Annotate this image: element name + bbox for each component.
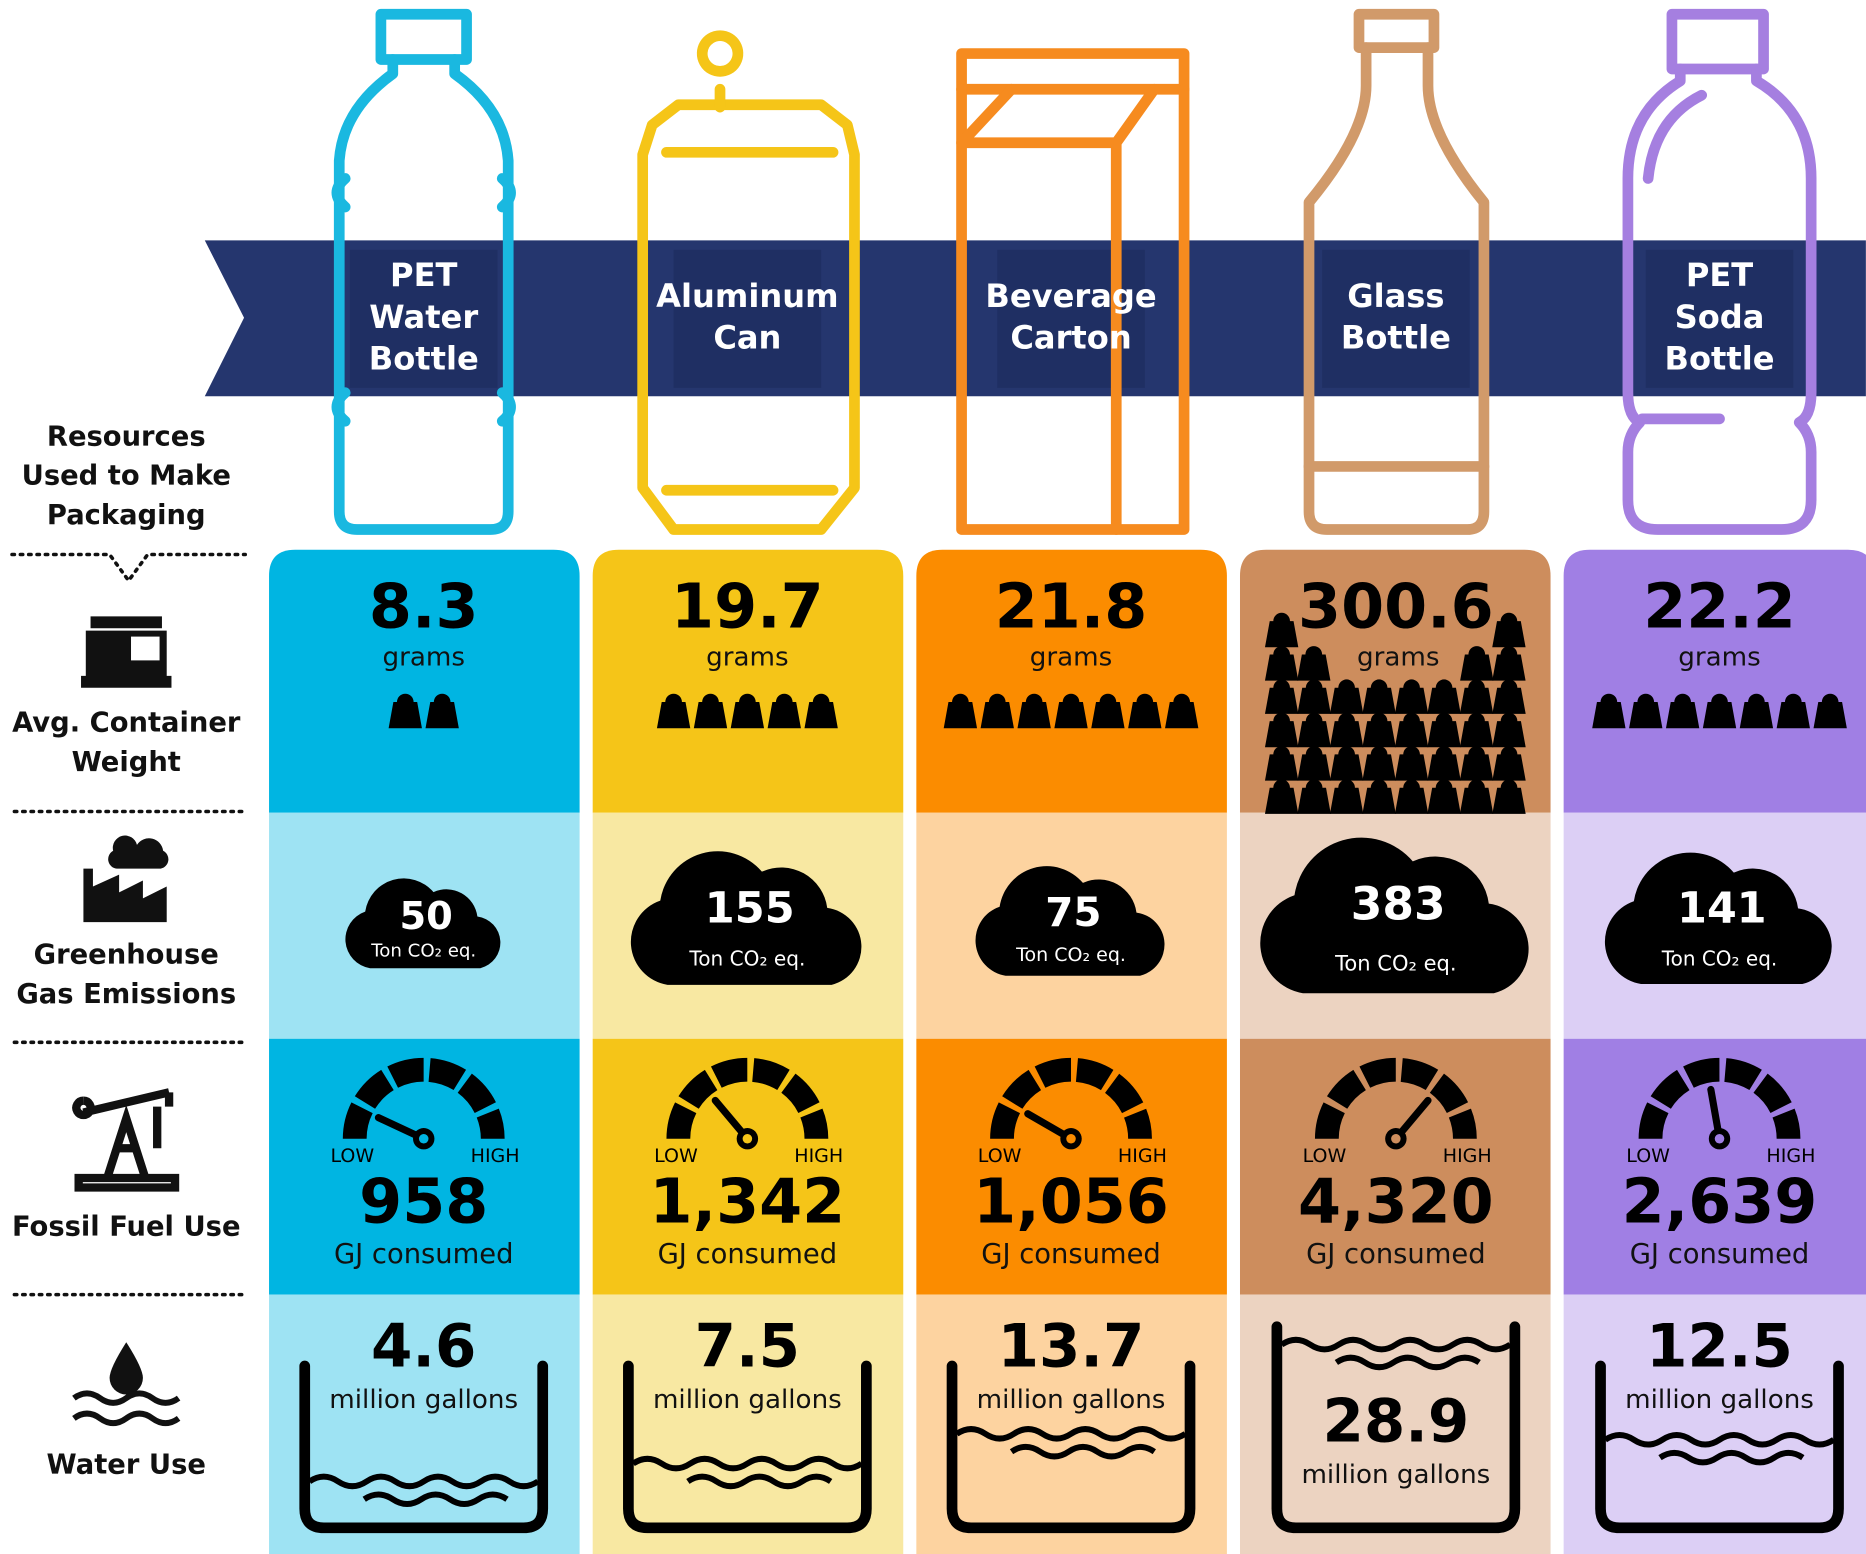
weight-value: 22.2 — [1643, 571, 1796, 643]
row-label: Resources — [47, 421, 206, 452]
container-name: Beverage — [985, 277, 1156, 315]
weight-unit: grams — [706, 643, 789, 673]
emissions-unit: Ton CO₂ eq. — [1015, 944, 1126, 966]
water-unit: million gallons — [653, 1385, 842, 1415]
container-name: PET — [390, 256, 457, 294]
gauge-low: LOW — [330, 1145, 374, 1167]
water-value: 12.5 — [1646, 1313, 1793, 1382]
row-label: Avg. Container — [12, 708, 241, 739]
fuel-value: 1,342 — [650, 1165, 846, 1237]
fuel-value: 1,056 — [973, 1165, 1169, 1237]
emissions-value: 141 — [1677, 884, 1766, 934]
container-name: Water — [369, 298, 478, 336]
emissions-unit: Ton CO₂ eq. — [1334, 950, 1456, 975]
separator — [12, 554, 245, 580]
gauge-high: HIGH — [471, 1145, 520, 1167]
emissions-unit: Ton CO₂ eq. — [688, 947, 805, 971]
drop-icon — [110, 1342, 143, 1394]
page: Beverage packaging resources {"row_label… — [0, 0, 1866, 1554]
container-outline — [702, 36, 738, 107]
weight-unit: grams — [1030, 643, 1113, 673]
fuel-value: 4,320 — [1298, 1165, 1494, 1237]
container-outline — [1359, 14, 1434, 47]
container-name: Can — [713, 319, 781, 357]
water-unit: million gallons — [1625, 1385, 1814, 1415]
container-name: Glass — [1347, 277, 1444, 315]
infographic: PET Water Bottle Aluminum Can Beverage Carton G… — [0, 0, 1866, 1554]
container-name: Soda — [1675, 298, 1765, 336]
weight-value: 300.6 — [1298, 571, 1494, 643]
wave-icon — [74, 1393, 179, 1423]
container-name: Bottle — [369, 340, 479, 378]
row-label: Water Use — [47, 1449, 206, 1480]
water-value: 4.6 — [371, 1313, 476, 1382]
container-name: Aluminum — [656, 277, 838, 315]
gauge-hub-inner — [419, 1134, 429, 1144]
weight-value: 19.7 — [671, 571, 824, 643]
row-label: Greenhouse — [34, 940, 219, 971]
fuel-unit: GJ consumed — [1630, 1239, 1810, 1270]
row-label: Packaging — [47, 500, 206, 531]
water-value: 28.9 — [1322, 1388, 1469, 1457]
water-unit: million gallons — [977, 1385, 1166, 1415]
emissions-unit: Ton CO₂ eq. — [370, 941, 476, 962]
gauge-low: LOW — [654, 1145, 698, 1167]
gauge-low: LOW — [1303, 1145, 1347, 1167]
water-unit: million gallons — [1301, 1460, 1490, 1490]
fuel-unit: GJ consumed — [334, 1239, 514, 1270]
body: PET Water Bottle Aluminum Can Beverage Carton G… — [0, 0, 1866, 1554]
gauge-high: HIGH — [794, 1145, 843, 1167]
gauge-low: LOW — [978, 1145, 1022, 1167]
row-label: Fossil Fuel Use — [12, 1211, 241, 1242]
container-name: Bottle — [1665, 340, 1775, 378]
weight-unit: grams — [1678, 643, 1761, 673]
gauge-high: HIGH — [1118, 1145, 1167, 1167]
row-label: Used to Make — [22, 461, 231, 492]
emissions-value: 383 — [1351, 878, 1446, 931]
water-unit: million gallons — [329, 1385, 518, 1415]
container-name: Carton — [1010, 319, 1131, 357]
factory-icon — [83, 836, 168, 923]
water-value: 13.7 — [998, 1313, 1145, 1382]
scale-screen — [131, 637, 160, 661]
container-name: Bottle — [1341, 319, 1451, 357]
container-outline — [1672, 14, 1764, 69]
fuel-unit: GJ consumed — [658, 1239, 838, 1270]
fuel-unit: GJ consumed — [1306, 1239, 1486, 1270]
pump-icon — [76, 1092, 175, 1187]
container-outline — [962, 54, 1185, 90]
emissions-value: 155 — [705, 883, 795, 933]
emissions-unit: Ton CO₂ eq. — [1661, 946, 1777, 970]
gauge-high: HIGH — [1443, 1145, 1492, 1167]
weight-unit: grams — [382, 643, 465, 673]
row-label: Weight — [72, 747, 181, 778]
gauge-hub-inner — [743, 1134, 753, 1144]
container-outline — [381, 14, 467, 59]
weight-value: 8.3 — [369, 571, 479, 643]
fuel-value: 2,639 — [1622, 1165, 1818, 1237]
emissions-value: 50 — [399, 894, 452, 939]
gauge-low: LOW — [1626, 1145, 1670, 1167]
weight-unit: grams — [1357, 643, 1440, 673]
container-name: PET — [1686, 256, 1753, 294]
gauge-hub-inner — [1066, 1134, 1076, 1144]
gauge-hub-inner — [1715, 1134, 1725, 1144]
fuel-unit: GJ consumed — [981, 1239, 1161, 1270]
row-label: Gas Emissions — [16, 979, 236, 1010]
water-value: 7.5 — [695, 1313, 800, 1382]
fuel-value: 958 — [359, 1165, 488, 1237]
weight-value: 21.8 — [995, 571, 1148, 643]
gauge-high: HIGH — [1766, 1145, 1815, 1167]
gauge-hub-inner — [1391, 1134, 1401, 1144]
emissions-value: 75 — [1045, 888, 1101, 936]
